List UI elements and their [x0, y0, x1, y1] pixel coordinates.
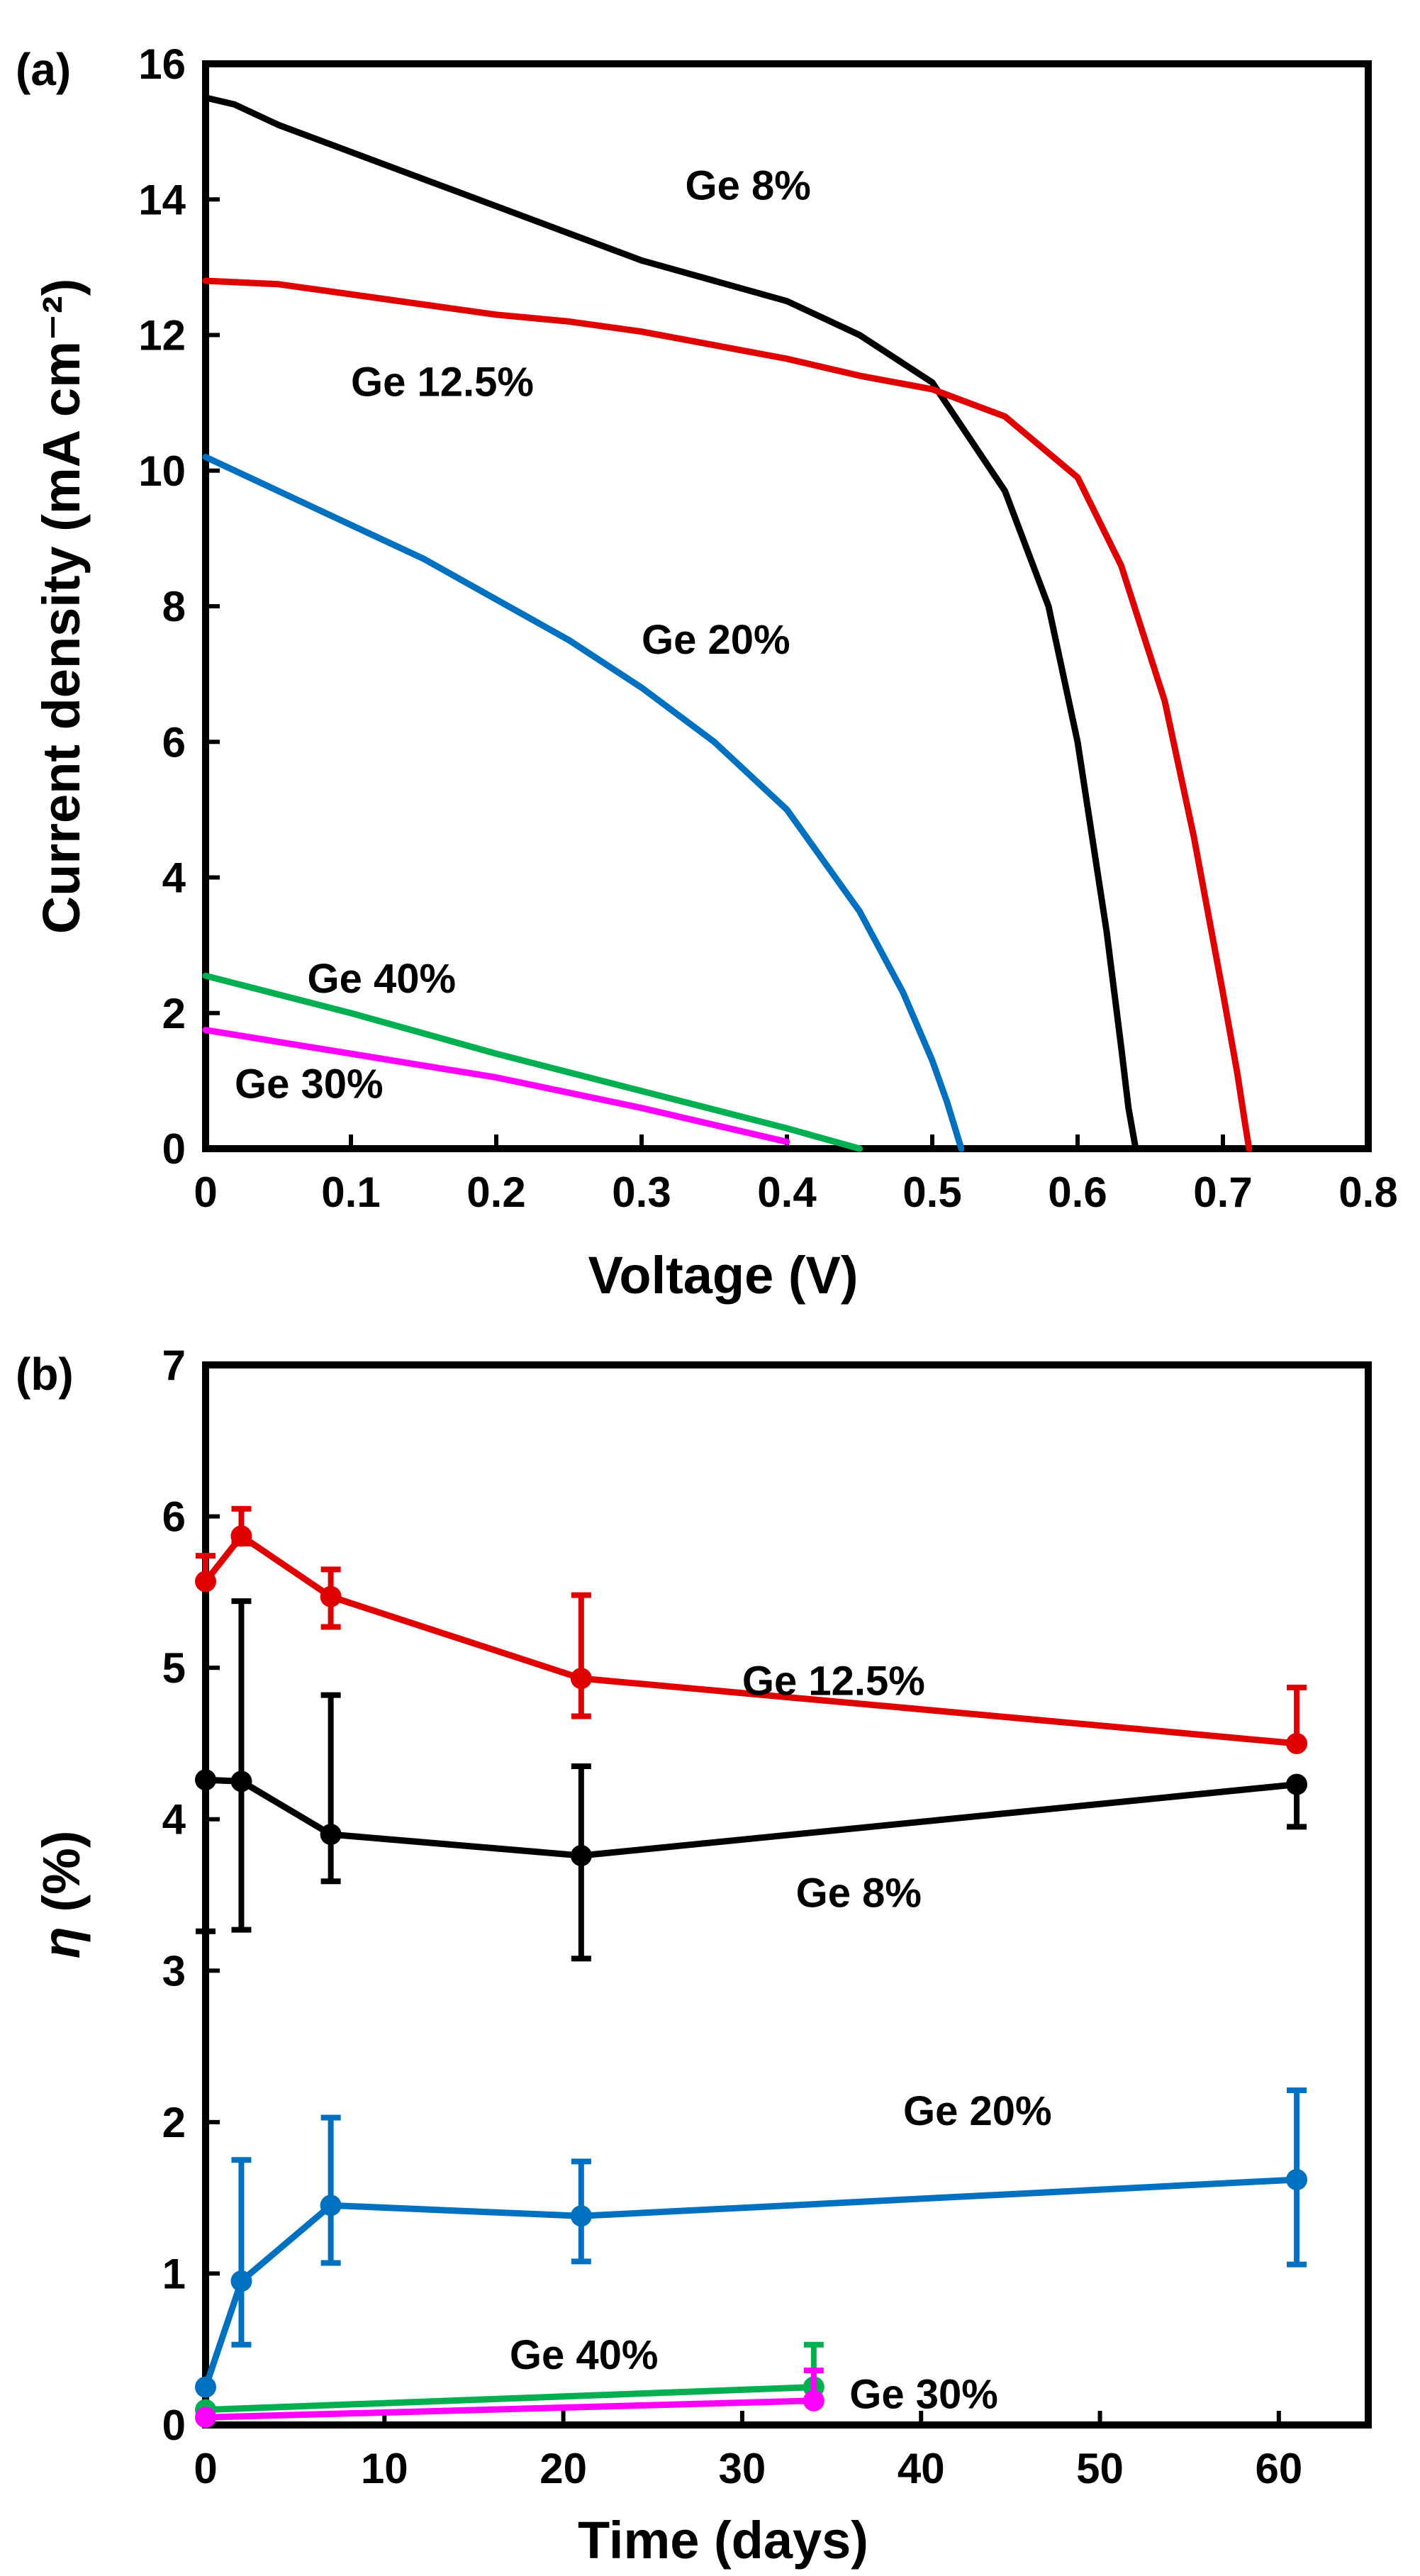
y-tick-label-a: 10 — [138, 447, 186, 495]
x-tick-label-a: 0.4 — [757, 1169, 817, 1216]
data-point-ge-30 — [195, 2407, 216, 2429]
x-tick-label-a: 0.1 — [321, 1169, 380, 1216]
x-tick-label-b: 40 — [898, 2445, 945, 2492]
data-point-ge-12-5 — [195, 1571, 216, 1593]
y-tick-label-b: 0 — [162, 2402, 186, 2449]
series-label-ge-40-b: Ge 40% — [510, 2332, 659, 2378]
ticks-a: 0 0.1 0.2 0.3 0.4 0.5 0.6 0.7 0.8 0 2 4 6 8 10 12 14 16 — [138, 40, 1397, 1216]
data-point-ge-12-5 — [320, 1585, 342, 1607]
data-point-ge-8 — [1286, 1773, 1308, 1795]
panel-b-label: (b) — [16, 1349, 74, 1400]
y-tick-label-a: 8 — [162, 583, 186, 630]
series-line-ge-30-a — [202, 1027, 790, 1145]
series-line-ge-20-a — [202, 454, 965, 1152]
series-label-ge-8-b: Ge 8% — [796, 1870, 922, 1917]
series-line-ge-40-a — [202, 972, 863, 1152]
x-tick-label-a: 0 — [194, 1169, 217, 1216]
x-tick-label-b: 30 — [719, 2445, 766, 2492]
panel-a-label: (a) — [16, 44, 71, 95]
y-axis-label-b-unit: (%) — [32, 1831, 91, 1927]
series-label-ge-20-b: Ge 20% — [903, 2088, 1052, 2134]
series-line-ge-8-a — [202, 94, 1139, 1152]
y-tick-label-a: 2 — [162, 990, 186, 1037]
series-line-ge-12-5-a — [202, 277, 1253, 1152]
x-tick-label-b: 0 — [194, 2445, 217, 2492]
y-tick-label-a: 4 — [162, 854, 186, 902]
x-tick-label-a: 0.6 — [1048, 1169, 1107, 1216]
x-tick-label-a: 0.2 — [466, 1169, 525, 1216]
y-axis-label-b: η (%) — [32, 1831, 91, 1959]
series-label-ge-12-5-b: Ge 12.5% — [742, 1658, 925, 1705]
series-a — [202, 94, 1253, 1152]
ticks-b: 0 10 20 30 40 50 60 0 1 2 3 4 5 6 7 — [162, 1342, 1303, 2492]
series-label-ge-30-a: Ge 30% — [235, 1061, 384, 1107]
x-tick-label-a: 0.8 — [1338, 1169, 1397, 1216]
data-point-ge-8 — [570, 1844, 592, 1866]
y-tick-label-b: 5 — [162, 1644, 186, 1692]
x-tick-label-a: 0.5 — [902, 1169, 961, 1216]
series-label-ge-12-5-a: Ge 12.5% — [351, 359, 534, 406]
x-tick-label-b: 50 — [1076, 2445, 1124, 2492]
series-line-ge-40-b — [202, 2384, 817, 2414]
x-axis-label-a: Voltage (V) — [588, 1246, 859, 1305]
y-tick-label-b: 3 — [162, 1947, 186, 1995]
data-point-ge-20 — [570, 2205, 592, 2227]
series-label-ge-20-a: Ge 20% — [642, 617, 790, 663]
series-label-ge-8-a: Ge 8% — [686, 162, 811, 208]
y-tick-label-b: 2 — [162, 2099, 186, 2146]
data-point-ge-8 — [195, 1769, 216, 1791]
data-point-ge-8 — [230, 1771, 252, 1792]
y-axis-label-a: Current density (mA cm⁻²) — [32, 279, 91, 934]
y-tick-label-a: 6 — [162, 718, 186, 766]
y-tick-label-b: 7 — [162, 1342, 186, 1389]
series-line-ge-30-b — [202, 2397, 817, 2421]
data-point-ge-20 — [230, 2270, 252, 2292]
x-tick-label-b: 10 — [361, 2445, 408, 2492]
panel-b: (b) Time (days) η (%) 0 10 20 30 40 50 60 0 1 2 3 4… — [16, 1342, 1372, 2570]
data-point-ge-20 — [1286, 2169, 1308, 2191]
y-tick-label-a: 14 — [138, 176, 186, 223]
x-axis-label-b: Time (days) — [578, 2511, 868, 2570]
data-point-ge-12-5 — [570, 1668, 592, 1690]
labels-b: Ge 12.5% Ge 8% Ge 20% Ge 40% Ge 30% — [510, 1658, 1052, 2418]
series-label-ge-30-b: Ge 30% — [849, 2372, 998, 2418]
series-b — [195, 1505, 1308, 2429]
y-tick-label-b: 6 — [162, 1493, 186, 1541]
y-tick-label-a: 0 — [162, 1125, 186, 1173]
x-tick-label-b: 60 — [1255, 2445, 1302, 2492]
data-point-ge-20 — [195, 2376, 216, 2398]
y-tick-label-b: 4 — [162, 1796, 186, 1844]
data-point-ge-20 — [320, 2195, 342, 2217]
x-tick-label-b: 20 — [540, 2445, 587, 2492]
data-point-ge-8 — [320, 1824, 342, 1846]
data-point-ge-12-5 — [1286, 1732, 1308, 1754]
y-axis-label-b-eta: η — [32, 1927, 91, 1958]
x-tick-label-a: 0.3 — [612, 1169, 671, 1216]
labels-a: Ge 8% Ge 12.5% Ge 20% Ge 40% Ge 30% — [235, 162, 811, 1107]
x-tick-label-a: 0.7 — [1193, 1169, 1252, 1216]
data-point-ge-12-5 — [230, 1525, 252, 1547]
y-tick-label-a: 16 — [138, 40, 186, 88]
data-point-ge-30 — [803, 2390, 824, 2411]
panel-a: (a) Voltage (V) Current density (mA cm⁻²… — [16, 40, 1398, 1305]
y-tick-label-a: 12 — [138, 312, 186, 359]
y-tick-label-b: 1 — [162, 2250, 186, 2297]
series-label-ge-40-a: Ge 40% — [308, 956, 457, 1002]
